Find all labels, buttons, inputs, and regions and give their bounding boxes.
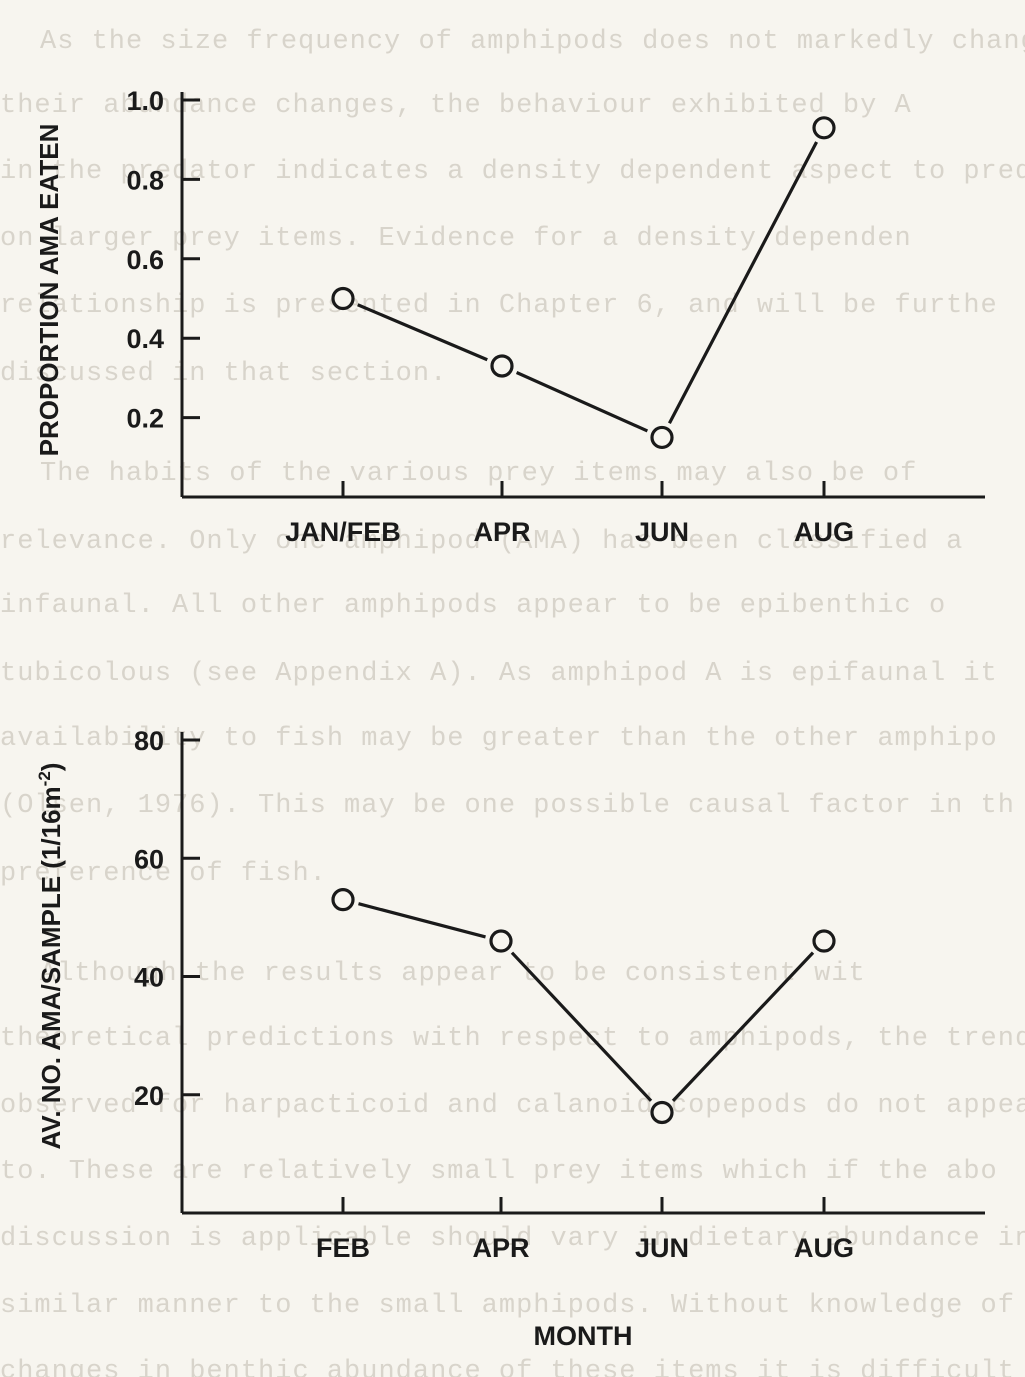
bleed-through-line: discussion is applicable should vary in … bbox=[0, 1224, 1025, 1254]
series-segment bbox=[358, 902, 486, 939]
y-tick-label: 40 bbox=[134, 963, 164, 993]
y-tick-label: 0.6 bbox=[126, 245, 164, 275]
series-segment bbox=[510, 951, 653, 1102]
series-segment bbox=[515, 371, 649, 433]
data-point bbox=[331, 888, 355, 912]
bleed-through-line: The habits of the various prey items may… bbox=[40, 459, 917, 489]
bottom-y-ticks: 20 40 60 80 bbox=[134, 726, 200, 1111]
bleed-through-line: availability to fish may be greater than… bbox=[0, 724, 998, 754]
top-y-axis-label: PROPORTION AMA EATEN bbox=[34, 124, 64, 457]
bottom-y-axis-label: AV. NO. AMA/SAMPLE (1/16m-2) bbox=[35, 763, 66, 1150]
data-point bbox=[650, 425, 674, 450]
data-point bbox=[490, 354, 514, 378]
top-series bbox=[331, 116, 836, 450]
bleed-through-line: to. These are relatively small prey item… bbox=[0, 1157, 998, 1187]
bleed-through-line: infaunal. All other amphipods appear to … bbox=[0, 591, 946, 621]
x-tick-label: FEB bbox=[316, 1233, 370, 1263]
bleed-through-line: similar manner to the small amphipods. W… bbox=[0, 1291, 1025, 1321]
top-x-ticks: JAN/FEB APR JUN AUG bbox=[285, 481, 854, 547]
data-point bbox=[812, 116, 836, 140]
y-tick-label: 1.0 bbox=[126, 86, 164, 116]
y-tick-label: 0.8 bbox=[126, 165, 164, 195]
bottom-x-ticks: FEB APR JUN AUG bbox=[316, 1197, 854, 1263]
series-segment bbox=[671, 951, 815, 1102]
bottom-y-axis-label-main: AV. NO. AMA/SAMPLE (1/16m bbox=[36, 786, 66, 1149]
top-chart: 0.2 0.4 0.6 0.8 1.0 JAN/FEB APR JUN AUG PROPORT… bbox=[34, 86, 985, 547]
series-segment bbox=[357, 303, 488, 362]
x-tick-label: APR bbox=[472, 1233, 529, 1263]
data-point bbox=[650, 1100, 674, 1125]
bleed-through-line: observed for harpacticoid and calanoid c… bbox=[0, 1091, 1025, 1121]
y-tick-label: 60 bbox=[134, 844, 164, 874]
bleed-through-line: their abundance changes, the behaviour e… bbox=[0, 91, 912, 121]
x-tick-label: AUG bbox=[794, 1233, 854, 1263]
bleed-through-line: preference of fish. bbox=[0, 859, 327, 889]
series-segment bbox=[667, 141, 819, 425]
bleed-through-line: theoretical predictions with respect to … bbox=[0, 1024, 1025, 1054]
y-tick-label: 80 bbox=[134, 726, 164, 756]
bottom-chart: 20 40 60 80 FEB APR JUN AUG AV. NO. AMA/SAMPLE… bbox=[35, 726, 985, 1351]
bleed-through-line: As the size frequency of amphipods does … bbox=[40, 27, 1025, 57]
bleed-through-line: in the predator indicates a density depe… bbox=[0, 157, 1025, 187]
x-tick-label: JUN bbox=[635, 517, 689, 547]
x-tick-label: JAN/FEB bbox=[285, 517, 401, 547]
bottom-y-axis-label-exponent: -2 bbox=[35, 771, 54, 786]
bleed-through-line: discussed in that section. bbox=[0, 359, 447, 389]
bleed-through-line: tubicolous (see Appendix A). As amphipod… bbox=[0, 659, 998, 689]
bottom-x-axis-label: MONTH bbox=[534, 1321, 633, 1351]
x-tick-label: APR bbox=[473, 517, 530, 547]
bottom-series bbox=[331, 888, 836, 1125]
data-point bbox=[812, 929, 836, 953]
y-tick-label: 20 bbox=[134, 1081, 164, 1111]
bleed-through-line: changes in benthic abundance of these it… bbox=[0, 1357, 1015, 1377]
top-y-ticks: 0.2 0.4 0.6 0.8 1.0 bbox=[126, 86, 200, 434]
x-tick-label: JUN bbox=[635, 1233, 689, 1263]
data-point bbox=[489, 929, 513, 953]
bleed-through-line: (Olsen, 1976). This may be one possible … bbox=[0, 791, 1015, 821]
bleed-through-line: relationship is presented in Chapter 6, … bbox=[0, 291, 998, 321]
bleed-through-text: As the size frequency of amphipods does … bbox=[0, 27, 1025, 1377]
data-point bbox=[331, 286, 355, 311]
bleed-through-line: Although the results appear to be consis… bbox=[40, 959, 866, 989]
bleed-through-line: relevance. Only one amphipod (AMA) has b… bbox=[0, 527, 963, 557]
y-tick-label: 0.2 bbox=[126, 404, 164, 434]
bottom-y-axis-label-close: ) bbox=[36, 763, 66, 772]
y-tick-label: 0.4 bbox=[126, 324, 164, 354]
x-tick-label: AUG bbox=[794, 517, 854, 547]
